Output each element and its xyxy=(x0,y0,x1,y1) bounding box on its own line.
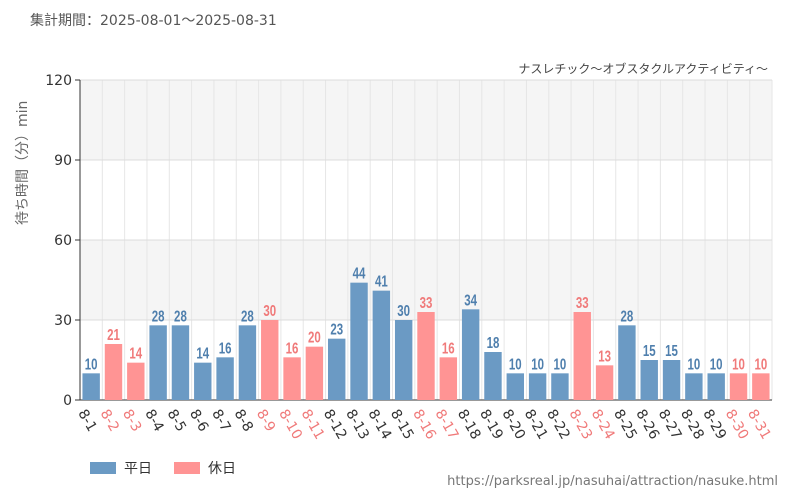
bar xyxy=(461,309,480,400)
bar xyxy=(82,373,100,400)
bar-value-label: 10 xyxy=(710,354,723,372)
bar xyxy=(261,320,279,400)
legend-label-holiday: 休日 xyxy=(208,461,236,477)
x-tick-label: 8-8 xyxy=(231,407,256,435)
y-tick-label: 90 xyxy=(54,153,72,169)
bar xyxy=(640,360,658,400)
bar xyxy=(506,373,524,400)
x-tick-label: 8-7 xyxy=(208,407,233,435)
legend-swatch-holiday xyxy=(174,462,200,474)
bar-value-label: 10 xyxy=(509,354,522,372)
bar xyxy=(729,373,748,400)
bar xyxy=(238,325,257,400)
bar xyxy=(662,360,681,400)
bar xyxy=(194,362,212,400)
y-tick-label: 120 xyxy=(45,73,72,89)
bar xyxy=(484,352,502,400)
bar xyxy=(305,346,324,400)
legend-swatch-weekday xyxy=(90,462,116,474)
x-tick-label: 8-4 xyxy=(141,407,166,435)
bar xyxy=(350,282,368,400)
bar-value-label: 15 xyxy=(643,341,656,359)
bar-value-label: 10 xyxy=(754,354,767,372)
bar-value-label: 23 xyxy=(330,320,343,338)
source-url[interactable]: https://parksreal.jp/nasuhai/attraction/… xyxy=(447,474,778,489)
bar-value-label: 10 xyxy=(732,354,745,372)
legend-label-weekday: 平日 xyxy=(124,461,152,477)
bar-value-label: 13 xyxy=(598,346,611,364)
bar xyxy=(685,373,703,400)
bar xyxy=(707,373,725,400)
attraction-name: ナスレチック～オブスタクルアクティビティ～ xyxy=(518,62,768,76)
bar-value-label: 28 xyxy=(241,306,254,324)
bar-value-label: 28 xyxy=(152,306,165,324)
bar xyxy=(104,344,123,400)
bar-value-label: 44 xyxy=(353,264,366,282)
bar-value-label: 16 xyxy=(442,338,455,356)
x-tick-label: 8-1 xyxy=(74,407,99,435)
bar xyxy=(551,373,569,400)
y-tick-label: 60 xyxy=(54,233,72,249)
grid-band xyxy=(80,240,772,320)
bar-value-label: 33 xyxy=(420,293,433,311)
bar xyxy=(149,325,167,400)
bar-value-label: 10 xyxy=(85,354,98,372)
bar-value-label: 16 xyxy=(286,338,299,356)
grid-band xyxy=(80,80,772,160)
bar-value-label: 21 xyxy=(107,325,120,343)
bar-value-label: 10 xyxy=(687,354,700,372)
bar xyxy=(573,312,591,400)
y-tick-label: 0 xyxy=(63,393,72,409)
x-tick-label: 8-5 xyxy=(164,407,189,435)
bar-value-label: 10 xyxy=(531,354,544,372)
bar-value-label: 18 xyxy=(487,333,500,351)
bar-value-label: 14 xyxy=(196,344,209,362)
bar xyxy=(528,373,547,400)
bar xyxy=(618,325,636,400)
bar xyxy=(595,365,614,400)
bar xyxy=(216,357,234,400)
bar-value-label: 28 xyxy=(174,306,187,324)
bar xyxy=(171,325,190,400)
bar xyxy=(283,357,301,400)
bar-value-label: 16 xyxy=(219,338,232,356)
bar xyxy=(328,338,346,400)
bar-value-label: 30 xyxy=(397,301,410,319)
bar xyxy=(439,357,458,400)
bar-value-label: 30 xyxy=(263,301,276,319)
y-tick-label: 30 xyxy=(54,313,72,329)
bar-value-label: 20 xyxy=(308,328,321,346)
bar-value-label: 10 xyxy=(554,354,567,372)
x-tick-label: 8-9 xyxy=(253,407,278,435)
bar xyxy=(372,290,391,400)
bar-value-label: 34 xyxy=(464,290,477,308)
period-label: 集計期間：2025-08-01～2025-08-31 xyxy=(30,13,277,29)
x-tick-label: 8-6 xyxy=(186,407,211,435)
x-tick-label: 8-31 xyxy=(744,407,774,443)
bar xyxy=(752,373,770,400)
bar-value-label: 33 xyxy=(576,293,589,311)
bar xyxy=(127,362,145,400)
legend-item-holiday[interactable]: 休日 xyxy=(174,458,236,478)
legend: 平日 休日 xyxy=(90,458,236,478)
bar-value-label: 14 xyxy=(129,344,142,362)
bar xyxy=(394,320,413,400)
bar-value-label: 15 xyxy=(665,341,678,359)
legend-item-weekday[interactable]: 平日 xyxy=(90,458,152,478)
x-tick-label: 8-3 xyxy=(119,407,144,435)
bar xyxy=(417,312,435,400)
bar-value-label: 28 xyxy=(621,306,634,324)
x-tick-label: 8-2 xyxy=(97,407,122,435)
bar-value-label: 41 xyxy=(375,272,388,290)
